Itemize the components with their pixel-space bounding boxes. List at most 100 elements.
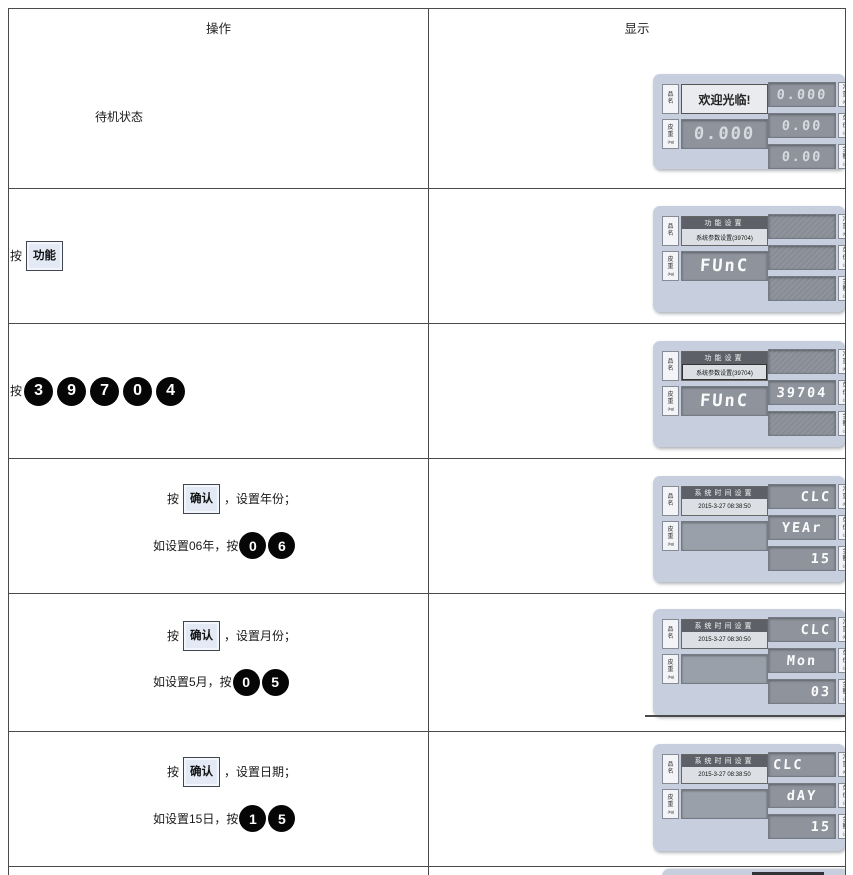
net-label-line: 重 [842, 627, 845, 634]
operation-line: 如设置06年，按 0 6 [153, 532, 428, 559]
amount-display [768, 411, 836, 436]
name-label-line: 名 [667, 769, 674, 775]
panel-left-column: 品名系统时间设置 2015-3-27 08:38:50 皮重 (kg) [662, 486, 768, 574]
price-label-line: 单 [842, 248, 845, 255]
net-weight-display-value: CLC [800, 621, 832, 638]
amount-label-line: 额 [842, 286, 845, 293]
unit-price-display-value: Mon [786, 652, 818, 669]
amount-label-line: 额 [842, 824, 845, 831]
operation-text: ，设置月份； [224, 628, 297, 643]
digit-key: 5 [261, 668, 289, 696]
display-cell [429, 867, 845, 875]
table-row: 按功能品名功能设置系统参数设置(39704)皮重(kg)FUnC净重(kg)单价… [9, 188, 845, 323]
tare-weight-display: FUnC [681, 251, 768, 281]
table-row: 按39704品名功能设置系统参数设置(39704)皮重(kg)FUnC净重(kg… [9, 323, 845, 458]
price-label-line: (元) [842, 262, 845, 267]
name-label-line: 名 [667, 99, 674, 105]
name-label: 品名 [662, 216, 679, 246]
name-label-line: 品 [667, 359, 674, 365]
net-label-line: 重 [842, 762, 845, 769]
amount-label-line: 额 [842, 154, 845, 161]
column-header-display: 显示 [624, 22, 650, 36]
tare-weight-display-value: FUnC [699, 256, 750, 276]
panel-right-column: 净重(kg)39704单价(元)金额(元) [768, 349, 845, 439]
digit-key: 6 [268, 532, 296, 559]
partial-display-bar [752, 872, 824, 875]
name-label: 品名 [662, 619, 679, 649]
net-row: 0.000 净重(kg) [768, 82, 845, 107]
price-label-line: 价 [842, 255, 845, 262]
operation-line: 待机状态 [95, 109, 428, 125]
name-label-line: 名 [667, 634, 674, 640]
tare-weight-display [681, 789, 768, 819]
tare-label-line: (kg) [667, 138, 674, 144]
product-name-lcd: 欢迎光临! [681, 84, 768, 114]
panel-left-column: 品名系统时间设置 2015-3-27 08:38:50 皮重 (kg) [662, 754, 768, 843]
net-row: CLC 净重(kg) [768, 617, 845, 642]
amount-row: 15 金额(元) [768, 814, 845, 839]
panel-left-column: 品名功能设置 系统参数设置(39704) 皮重 (kg) FUnC [662, 351, 768, 439]
amount-label-line: 金 [842, 682, 845, 689]
operation-text: 待机状态 [95, 110, 144, 124]
table-row: 按确认 ，设置年份； 如设置06年，按 0 6 品名系统时间设置 2015-3-27 08:… [9, 458, 845, 593]
unit-price-display: 0.00 [768, 113, 836, 138]
digit-key: 0 [232, 668, 260, 696]
operation-cell: 按确认 ，设置年份； 如设置06年，按 0 6 [9, 459, 429, 593]
tare-label-line: (kg) [667, 270, 674, 276]
amount-label: 金额(元) [838, 411, 845, 436]
net-label-line: 净 [842, 85, 845, 92]
name-label-line: 品 [667, 224, 674, 230]
price-label-line: (元) [842, 130, 845, 135]
amount-label-line: (元) [842, 428, 845, 433]
tare-label-line: 皮 [667, 526, 674, 533]
net-weight-display [768, 349, 836, 374]
tare-row: 皮重 (kg) [662, 521, 768, 551]
device-display-panel: 品名功能设置系统参数设置(39704)皮重(kg)FUnC净重(kg)单价(元)… [653, 206, 845, 312]
amount-label-line: 金 [842, 279, 845, 286]
tare-label-line: (kg) [667, 673, 674, 679]
tare-row: 皮重 (kg) [662, 789, 768, 819]
net-label: 净重(kg) [838, 349, 845, 374]
product-name-lcd: 系统时间设置 2015-3-27 08:38:50 [681, 486, 768, 516]
amount-label: 金额(元) [838, 814, 845, 839]
operation-text: 按 [167, 492, 180, 506]
price-label: 单价(元) [838, 648, 845, 673]
amount-label: 金额(元) [838, 276, 845, 301]
net-label: 净重(kg) [838, 82, 845, 107]
product-name-lcd: 功能设置 系统参数设置(39704) [681, 216, 768, 246]
net-label-line: 重 [842, 92, 845, 99]
amount-label-line: 额 [842, 689, 845, 696]
tare-label-line: (kg) [667, 808, 674, 814]
operation-text: 按 [10, 384, 23, 398]
display-cell: 品名欢迎光临!皮重(kg)0.0000.000净重(kg)0.00单价(元)0.… [429, 46, 845, 188]
amount-label: 金额(元) [838, 546, 845, 571]
digit-key: 3 [24, 376, 54, 406]
amount-label-line: (元) [842, 161, 845, 166]
amount-display: 15 [768, 814, 836, 839]
price-label-line: (元) [842, 397, 845, 402]
price-label-line: (元) [842, 800, 845, 805]
panel-right-column: 净重(kg) 单价(元) 金额(元) [768, 214, 845, 304]
tare-label-line: (kg) [667, 540, 674, 546]
tare-row: 皮重 (kg) FUnC [662, 251, 768, 281]
tare-weight-display [681, 521, 768, 551]
lcd-menu-subtitle: 系统参数设置(39704) [696, 235, 753, 242]
tare-weight-display: FUnC [681, 386, 768, 416]
name-label: 品名 [662, 754, 679, 784]
tare-label-line: 重 [667, 131, 674, 138]
table-row: 按确认 ，设置月份； 如设置5月，按 0 5 品名系统时间设置 2015-3-27 08:3… [9, 593, 845, 731]
lcd-menu-subtitle: 2015-3-27 08:38:50 [698, 772, 751, 778]
amount-row: 15 金额(元) [768, 546, 845, 571]
price-label-line: 单 [842, 518, 845, 525]
confirm-key: 确认 [183, 620, 221, 651]
price-label-line: 单 [842, 116, 845, 123]
net-weight-display: 0.000 [768, 82, 836, 107]
price-row: dAY 单价(元) [768, 783, 845, 808]
net-row: CLC 净重(kg) [768, 752, 845, 777]
net-label-line: 重 [842, 359, 845, 366]
net-label: 净重(kg) [838, 214, 845, 239]
price-label-line: (元) [842, 665, 845, 670]
